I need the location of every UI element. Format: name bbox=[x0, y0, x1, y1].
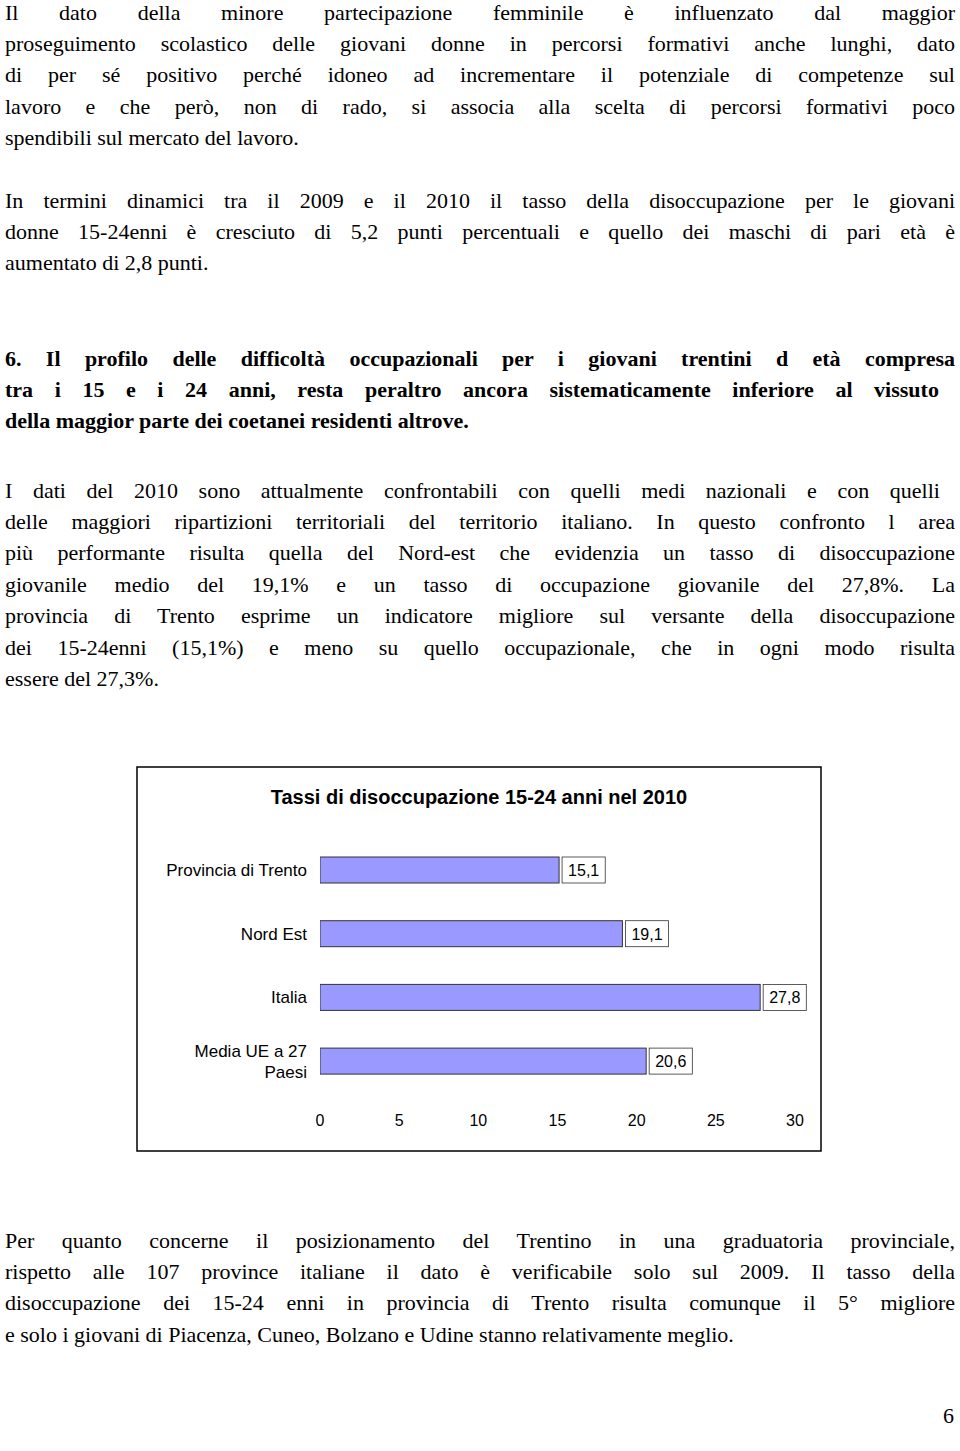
category-label: Italia bbox=[271, 988, 307, 1007]
text-line: Per quanto concerne il posizionamento de… bbox=[5, 1225, 955, 1256]
text-line: proseguimento scolastico delle giovani d… bbox=[5, 28, 955, 59]
text-line: di per sé positivo perché idoneo ad incr… bbox=[5, 59, 955, 90]
text-line: In termini dinamici tra il 2009 e il 201… bbox=[5, 185, 955, 216]
data-label: 19,1 bbox=[631, 926, 662, 943]
category-label: Provincia di Trento bbox=[166, 861, 307, 880]
bars bbox=[320, 857, 760, 1074]
text-line: spendibili sul mercato del lavoro. bbox=[5, 122, 299, 153]
x-ticks: 0 5 10 15 20 25 30 bbox=[316, 1112, 804, 1129]
tick-label: 15 bbox=[549, 1112, 567, 1129]
tick-label: 5 bbox=[395, 1112, 404, 1129]
text-line: e solo i giovani di Piacenza, Cuneo, Bol… bbox=[5, 1319, 734, 1350]
heading-line: 6. Il profilo delle difficoltà occupazio… bbox=[5, 343, 955, 374]
labels: Provincia di Trento 15,1 Nord Est 19,1 Itali… bbox=[166, 857, 806, 1082]
tick-label: 20 bbox=[628, 1112, 646, 1129]
text-line: essere del 27,3%. bbox=[5, 663, 159, 694]
text-line: giovanile medio del 19,1% e un tasso di … bbox=[5, 569, 955, 600]
text-line: disoccupazione dei 15-24 enni in provinc… bbox=[5, 1287, 955, 1318]
tick-label: 30 bbox=[786, 1112, 804, 1129]
bar bbox=[320, 984, 760, 1010]
heading-line: tra i 15 e i 24 anni, resta peraltro anc… bbox=[5, 374, 939, 405]
bar bbox=[320, 1048, 646, 1074]
tick-label: 0 bbox=[316, 1112, 325, 1129]
data-label: 15,1 bbox=[568, 862, 599, 879]
text-line: I dati del 2010 sono attualmente confron… bbox=[5, 475, 940, 506]
category-label: Nord Est bbox=[241, 925, 307, 944]
text-line: aumentato di 2,8 punti. bbox=[5, 247, 208, 278]
bar bbox=[320, 921, 622, 947]
text-line: delle maggiori ripartizioni territoriali… bbox=[5, 506, 955, 537]
text-line: più performante risulta quella del Nord-… bbox=[5, 537, 955, 568]
text-line: rispetto alle 107 province italiane il d… bbox=[5, 1256, 955, 1287]
text-line: dei 15-24enni (15,1%) e meno su quello o… bbox=[5, 632, 955, 663]
data-label: 27,8 bbox=[769, 989, 800, 1006]
tick-label: 25 bbox=[707, 1112, 725, 1129]
data-label: 20,6 bbox=[655, 1053, 686, 1070]
bar bbox=[320, 857, 559, 883]
data-label-box bbox=[562, 857, 605, 883]
chart-title: Tassi di disoccupazione 15-24 anni nel 2… bbox=[271, 786, 687, 808]
data-label-box bbox=[649, 1048, 692, 1074]
text-line: Il dato della minore partecipazione femm… bbox=[5, 0, 955, 28]
heading-line: della maggior parte dei coetanei residen… bbox=[5, 405, 469, 436]
page-number: 6 bbox=[943, 1400, 954, 1431]
data-label-box bbox=[625, 921, 668, 947]
text-line: donne 15-24enni è cresciuto di 5,2 punti… bbox=[5, 216, 955, 247]
category-label: Media UE a 27Paesi bbox=[195, 1042, 307, 1082]
tick-label: 10 bbox=[469, 1112, 487, 1129]
chart-frame bbox=[137, 767, 821, 1151]
text-line: provincia di Trento esprime un indicator… bbox=[5, 600, 955, 631]
data-label-box bbox=[763, 984, 806, 1010]
chart: Tassi di disoccupazione 15-24 anni nel 2… bbox=[136, 766, 822, 1152]
text-line: lavoro e che però, non di rado, si assoc… bbox=[5, 91, 955, 122]
